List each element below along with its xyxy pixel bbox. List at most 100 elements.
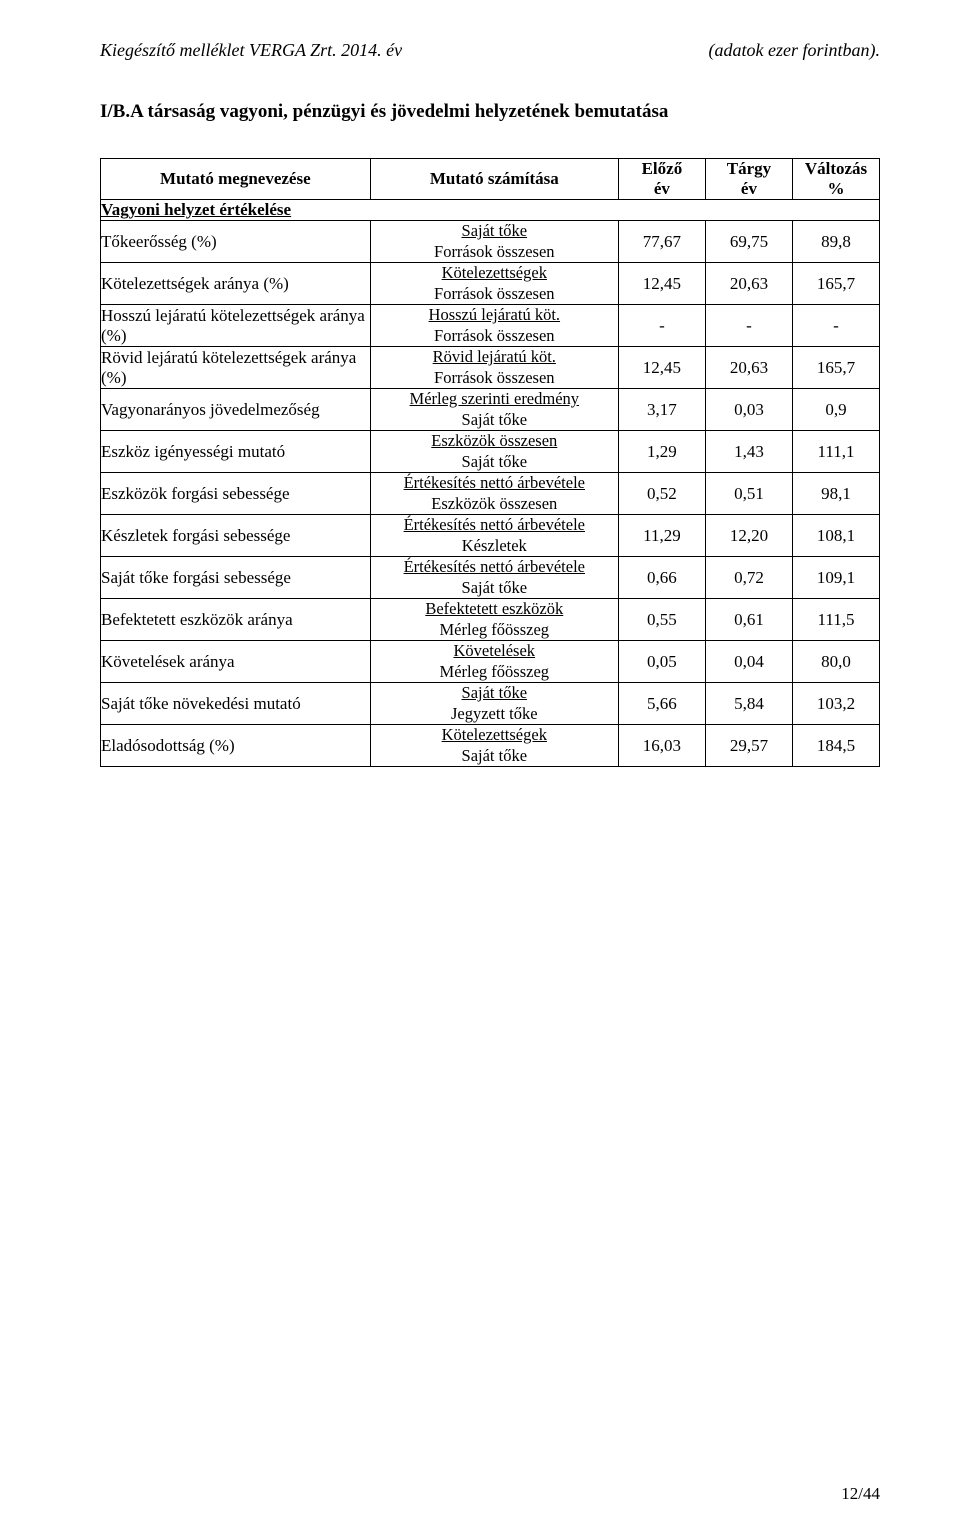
value-chg: 89,8 — [792, 221, 879, 263]
table-header-row: Mutató megnevezése Mutató számítása Előz… — [101, 159, 880, 200]
formula-numerator: Mérleg szerinti eredmény — [406, 389, 584, 409]
value-chg: 184,5 — [792, 725, 879, 767]
formula-denominator: Saját tőke — [427, 451, 561, 472]
formula-denominator: Saját tőke — [406, 409, 584, 430]
indicator-formula: KövetelésekMérleg főösszeg — [370, 641, 618, 683]
col-header-curr-bot: év — [741, 179, 757, 198]
indicator-name: Készletek forgási sebessége — [101, 515, 371, 557]
value-curr: 0,61 — [705, 599, 792, 641]
formula-denominator: Készletek — [400, 535, 589, 556]
value-prev: 5,66 — [618, 683, 705, 725]
formula-denominator: Források összesen — [434, 241, 555, 262]
table-row: Tőkeerősség (%)Saját tőkeForrások összes… — [101, 221, 880, 263]
value-chg: 103,2 — [792, 683, 879, 725]
indicator-name: Hosszú lejáratú kötelezettségek aránya (… — [101, 305, 371, 347]
indicator-formula: Saját tőkeJegyzett tőke — [370, 683, 618, 725]
value-chg: 109,1 — [792, 557, 879, 599]
formula-numerator: Befektetett eszközök — [421, 599, 567, 619]
value-prev: 12,45 — [618, 347, 705, 389]
formula-denominator: Jegyzett tőke — [451, 703, 538, 724]
value-chg: 108,1 — [792, 515, 879, 557]
indicator-name: Saját tőke növekedési mutató — [101, 683, 371, 725]
indicator-name: Eszközök forgási sebessége — [101, 473, 371, 515]
formula-numerator: Saját tőke — [451, 683, 538, 703]
indicator-formula: Hosszú lejáratú köt.Források összesen — [370, 305, 618, 347]
section-title: Vagyoni helyzet értékelése — [101, 200, 880, 221]
table-row: Befektetett eszközök arányaBefektetett e… — [101, 599, 880, 641]
indicator-name: Eszköz igényességi mutató — [101, 431, 371, 473]
formula-numerator: Eszközök összesen — [427, 431, 561, 451]
page-number: 12/44 — [100, 1434, 880, 1504]
col-header-curr: Tárgy év — [705, 159, 792, 200]
indicator-formula: Értékesítés nettó árbevételeSaját tőke — [370, 557, 618, 599]
value-chg: - — [792, 305, 879, 347]
table-row: Saját tőke forgási sebességeÉrtékesítés … — [101, 557, 880, 599]
col-header-chg: Változás % — [792, 159, 879, 200]
indicator-name: Tőkeerősség (%) — [101, 221, 371, 263]
value-prev: 0,52 — [618, 473, 705, 515]
table-row: Eszközök forgási sebességeÉrtékesítés ne… — [101, 473, 880, 515]
indicator-formula: Saját tőkeForrások összesen — [370, 221, 618, 263]
formula-numerator: Értékesítés nettó árbevétele — [400, 557, 589, 577]
table-row: Kötelezettségek aránya (%) Kötelezettsége… — [101, 263, 880, 305]
indicator-name: Vagyonarányos jövedelmezőség — [101, 389, 371, 431]
table-row: Hosszú lejáratú kötelezettségek aránya (… — [101, 305, 880, 347]
formula-denominator: Mérleg főösszeg — [440, 661, 550, 682]
value-chg: 165,7 — [792, 347, 879, 389]
indicator-name: Kötelezettségek aránya (%) — [101, 263, 371, 305]
value-prev: 0,05 — [618, 641, 705, 683]
page-header: Kiegészítő melléklet VERGA Zrt. 2014. év… — [100, 40, 880, 61]
indicator-formula: Eszközök összesenSaját tőke — [370, 431, 618, 473]
indicator-formula: Mérleg szerinti eredménySaját tőke — [370, 389, 618, 431]
table-row: Rövid lejáratú kötelezettségek aránya (%… — [101, 347, 880, 389]
header-left: Kiegészítő melléklet VERGA Zrt. 2014. év — [100, 40, 402, 61]
value-curr: 5,84 — [705, 683, 792, 725]
value-chg: 111,5 — [792, 599, 879, 641]
value-chg: 165,7 — [792, 263, 879, 305]
value-curr: 12,20 — [705, 515, 792, 557]
value-prev: 12,45 — [618, 263, 705, 305]
formula-denominator: Saját tőke — [400, 577, 589, 598]
col-header-prev-bot: év — [654, 179, 670, 198]
table-row: Követelések arányaKövetelésekMérleg főös… — [101, 641, 880, 683]
col-header-prev: Előző év — [618, 159, 705, 200]
value-curr: 20,63 — [705, 347, 792, 389]
section-row: Vagyoni helyzet értékelése — [101, 200, 880, 221]
value-chg: 0,9 — [792, 389, 879, 431]
value-prev: 0,66 — [618, 557, 705, 599]
value-chg: 111,1 — [792, 431, 879, 473]
formula-numerator: Kötelezettségek — [434, 263, 555, 283]
col-header-name: Mutató megnevezése — [101, 159, 371, 200]
value-chg: 80,0 — [792, 641, 879, 683]
value-curr: 20,63 — [705, 263, 792, 305]
formula-denominator: Saját tőke — [438, 745, 551, 766]
indicator-formula: Értékesítés nettó árbevételeEszközök öss… — [370, 473, 618, 515]
formula-numerator: Rövid lejáratú köt. — [429, 347, 560, 367]
formula-numerator: Saját tőke — [434, 221, 555, 241]
value-prev: 11,29 — [618, 515, 705, 557]
table-row: Eszköz igényességi mutatóEszközök összes… — [101, 431, 880, 473]
formula-numerator: Hosszú lejáratú köt. — [425, 305, 565, 325]
table-row: Saját tőke növekedési mutatóSaját tőkeJe… — [101, 683, 880, 725]
formula-numerator: Értékesítés nettó árbevétele — [400, 515, 589, 535]
value-curr: 1,43 — [705, 431, 792, 473]
value-prev: 77,67 — [618, 221, 705, 263]
formula-denominator: Források összesen — [425, 325, 565, 346]
table-row: Vagyonarányos jövedelmezőségMérleg szeri… — [101, 389, 880, 431]
value-prev: 16,03 — [618, 725, 705, 767]
value-curr: 0,51 — [705, 473, 792, 515]
header-right: (adatok ezer forintban). — [709, 40, 880, 61]
indicator-name: Eladósodottság (%) — [101, 725, 371, 767]
value-chg: 98,1 — [792, 473, 879, 515]
value-curr: 69,75 — [705, 221, 792, 263]
section-heading: I/B.A társaság vagyoni, pénzügyi és jöve… — [100, 101, 880, 123]
indicator-formula: Értékesítés nettó árbevételeKészletek — [370, 515, 618, 557]
document-page: Kiegészítő melléklet VERGA Zrt. 2014. év… — [0, 0, 960, 1534]
table-row: Eladósodottság (%)KötelezettségekSaját t… — [101, 725, 880, 767]
indicator-name: Követelések aránya — [101, 641, 371, 683]
col-header-prev-top: Előző — [642, 159, 683, 178]
value-curr: 0,72 — [705, 557, 792, 599]
indicators-table: Mutató megnevezése Mutató számítása Előz… — [100, 158, 880, 767]
formula-denominator: Források összesen — [434, 283, 555, 304]
col-header-chg-bot: % — [827, 179, 844, 198]
